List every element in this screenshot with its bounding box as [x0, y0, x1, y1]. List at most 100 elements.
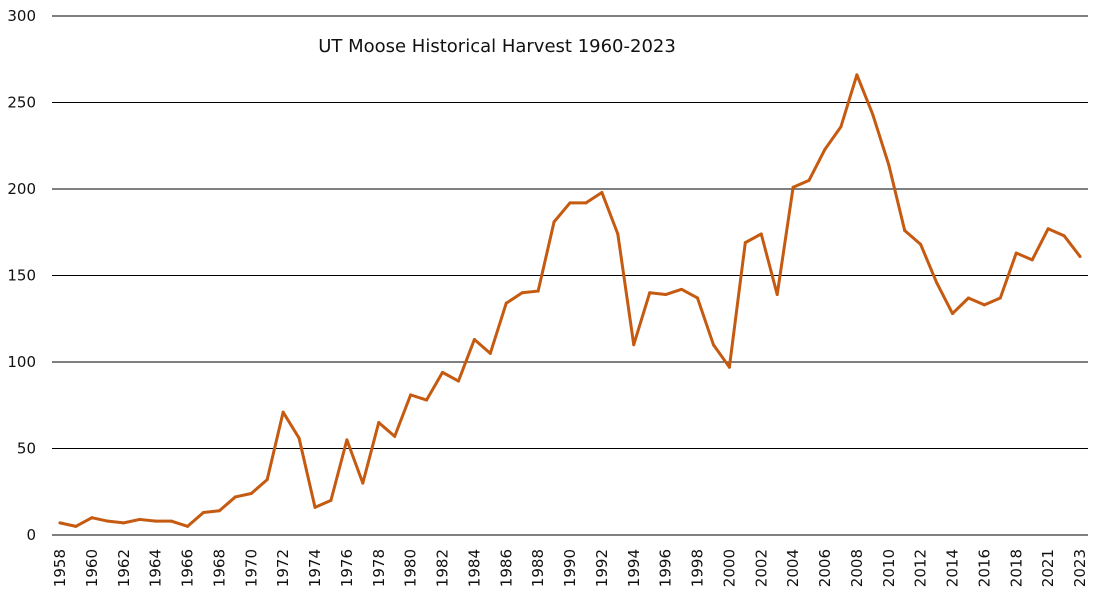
- y-tick-label: 150: [7, 267, 36, 285]
- data-point: [1062, 234, 1066, 238]
- x-tick-label: 1972: [274, 549, 292, 587]
- x-tick-label: 2002: [752, 549, 770, 587]
- x-tick-label: 2016: [975, 549, 993, 587]
- data-point: [122, 521, 126, 525]
- series-layer: [58, 73, 1082, 528]
- x-tick-label: 2014: [944, 549, 962, 587]
- y-tick-label: 0: [26, 526, 36, 544]
- data-point: [106, 519, 110, 523]
- data-point: [711, 343, 715, 347]
- data-point: [536, 289, 540, 293]
- x-tick-label: 1998: [689, 549, 707, 587]
- data-point: [887, 163, 891, 167]
- data-point: [855, 73, 859, 77]
- data-point: [951, 312, 954, 316]
- data-point: [345, 438, 349, 442]
- data-point: [743, 241, 747, 245]
- data-point: [456, 379, 460, 383]
- data-point: [680, 287, 684, 291]
- data-point: [297, 436, 301, 440]
- x-tick-label: 1960: [83, 549, 101, 587]
- x-tick-label: 1984: [465, 549, 483, 587]
- x-axis-ticks: 1958 1960 1962 1964 1966 1968 1970 1972 1974 1976…: [51, 549, 1089, 587]
- data-point: [186, 524, 189, 528]
- data-point: [329, 498, 333, 502]
- data-point: [616, 232, 620, 236]
- data-point: [966, 296, 970, 300]
- data-point: [313, 505, 317, 509]
- x-tick-label: 2000: [720, 549, 738, 587]
- data-point: [759, 232, 763, 236]
- data-point: [138, 517, 142, 521]
- x-tick-label: 1964: [147, 549, 165, 587]
- x-tick-label: 1990: [561, 549, 579, 587]
- data-point: [1046, 227, 1050, 231]
- data-point: [425, 398, 429, 402]
- y-tick-label: 200: [7, 180, 36, 198]
- data-point: [727, 365, 731, 369]
- data-point: [1030, 258, 1034, 262]
- x-tick-label: 1976: [338, 549, 356, 587]
- data-point: [441, 370, 444, 374]
- x-tick-label: 2006: [816, 549, 834, 587]
- data-point: [201, 511, 205, 515]
- data-point: [839, 125, 843, 129]
- data-point: [696, 296, 699, 300]
- data-point: [1078, 254, 1082, 258]
- x-tick-label: 1978: [370, 549, 388, 587]
- data-point: [74, 524, 78, 528]
- x-tick-label: 1970: [242, 549, 260, 587]
- grid-lines: [52, 15, 1088, 536]
- x-tick-label: 2018: [1007, 549, 1025, 587]
- x-tick-label: 1980: [402, 549, 420, 587]
- data-point: [154, 519, 158, 523]
- x-tick-label: 1958: [51, 549, 69, 587]
- data-point: [552, 220, 556, 224]
- data-point: [1014, 251, 1018, 255]
- y-tick-label: 50: [17, 440, 36, 458]
- data-point: [935, 280, 939, 284]
- x-tick-label: 1962: [115, 549, 133, 587]
- data-point: [600, 190, 604, 194]
- data-point: [249, 491, 253, 495]
- data-point: [632, 343, 636, 347]
- data-point: [982, 303, 986, 307]
- x-tick-label: 2023: [1071, 549, 1089, 587]
- data-point: [903, 229, 907, 233]
- y-tick-label: 300: [7, 7, 36, 25]
- data-point: [823, 147, 827, 151]
- data-point: [504, 301, 508, 305]
- data-point: [775, 293, 779, 297]
- data-point: [265, 478, 269, 482]
- data-point: [488, 351, 492, 355]
- data-point: [919, 242, 923, 246]
- data-point: [170, 519, 174, 523]
- x-tick-label: 1974: [306, 549, 324, 587]
- data-point: [393, 434, 397, 438]
- data-point: [584, 201, 588, 205]
- data-point: [233, 495, 237, 499]
- data-point: [664, 293, 668, 297]
- x-tick-label: 1988: [529, 549, 547, 587]
- x-tick-label: 1968: [210, 549, 228, 587]
- data-point: [648, 291, 652, 295]
- x-tick-label: 2010: [880, 549, 898, 587]
- y-tick-label: 100: [7, 353, 36, 371]
- data-point: [807, 178, 811, 182]
- data-point: [791, 185, 795, 189]
- x-tick-label: 1982: [434, 549, 452, 587]
- data-point: [409, 393, 413, 397]
- data-point: [217, 509, 221, 513]
- x-tick-label: 1992: [593, 549, 611, 587]
- data-point: [871, 113, 875, 117]
- x-tick-label: 1996: [657, 549, 675, 587]
- x-tick-label: 2008: [848, 549, 866, 587]
- data-point: [377, 421, 381, 425]
- x-tick-label: 1966: [179, 549, 197, 587]
- x-tick-label: 2021: [1039, 549, 1057, 587]
- series-line-0: [58, 73, 1082, 528]
- data-point: [472, 338, 476, 342]
- x-tick-label: 1994: [625, 549, 643, 587]
- y-tick-label: 250: [7, 94, 36, 112]
